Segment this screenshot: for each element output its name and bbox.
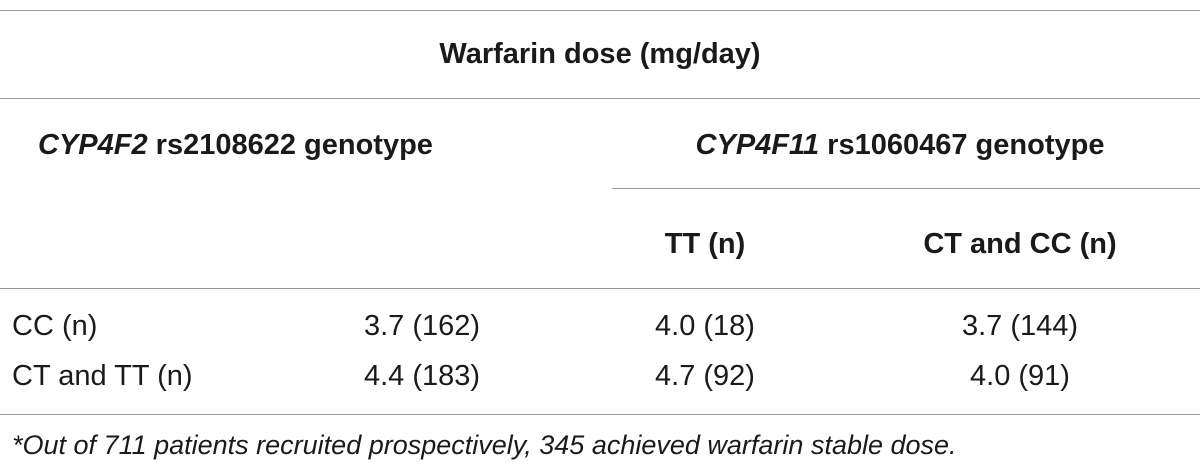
cyp4f11-underline bbox=[612, 188, 1200, 189]
cyp4f2-header-rest: rs2108622 genotype bbox=[147, 129, 433, 161]
table-cell: 4.0 (91) bbox=[970, 360, 1070, 392]
subheader-ct-cc: CT and CC (n) bbox=[923, 228, 1117, 260]
table-cell: 3.7 (162) bbox=[363, 310, 481, 342]
cyp4f2-gene: CYP4F2 bbox=[38, 129, 148, 161]
cyp4f2-header: CYP4F2 rs2108622 genotype bbox=[38, 131, 433, 160]
row-label: CT and TT (n) bbox=[12, 360, 193, 392]
table-title: Warfarin dose (mg/day) bbox=[439, 38, 761, 70]
table-cell: 3.7 (144) bbox=[961, 310, 1079, 342]
table-bottom-rule bbox=[0, 414, 1200, 415]
cyp4f11-header-rest: rs1060467 genotype bbox=[819, 129, 1105, 161]
row-label: CC (n) bbox=[12, 310, 98, 342]
cyp4f11-header: CYP4F11 rs1060467 genotype bbox=[696, 131, 1105, 160]
cyp4f11-gene: CYP4F11 bbox=[695, 129, 820, 161]
top-rule bbox=[0, 10, 1200, 11]
header-bottom-rule bbox=[0, 288, 1200, 289]
footnote: *Out of 711 patients recruited prospecti… bbox=[12, 430, 957, 460]
table-cell: 4.0 (18) bbox=[655, 310, 755, 342]
title-bottom-rule bbox=[0, 98, 1200, 99]
table-cell: 4.4 (183) bbox=[363, 360, 481, 392]
table-cell: 4.7 (92) bbox=[655, 360, 755, 392]
subheader-tt: TT (n) bbox=[664, 228, 746, 260]
